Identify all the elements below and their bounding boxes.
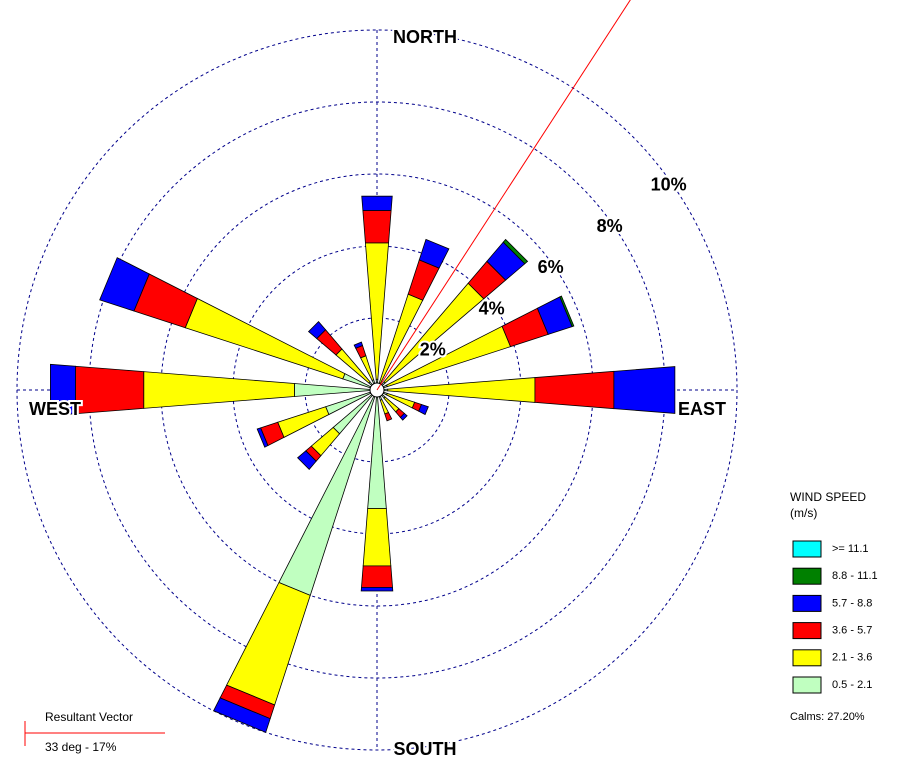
compass-label: NORTH xyxy=(393,27,457,47)
legend-swatch xyxy=(792,649,822,667)
legend-swatch xyxy=(792,567,822,585)
legend-swatch xyxy=(792,594,822,612)
petal-segment xyxy=(75,365,145,415)
petal-segment xyxy=(361,195,393,211)
resultant-vector xyxy=(376,0,631,391)
legend-label: >= 11.1 xyxy=(832,543,869,555)
resultant-label: 33 deg - 17% xyxy=(45,740,117,754)
resultant-title: Resultant Vector xyxy=(45,710,133,724)
ring-label: 2% xyxy=(420,340,446,360)
petal-segment xyxy=(362,508,392,567)
legend-title: WIND SPEED xyxy=(790,490,866,504)
ring-label: 8% xyxy=(597,216,623,236)
ring-label: 10% xyxy=(651,175,687,195)
legend-swatch xyxy=(792,540,822,558)
compass-label: EAST xyxy=(678,399,726,419)
legend-swatch xyxy=(792,676,822,694)
legend-label: 3.6 - 5.7 xyxy=(832,625,872,637)
petal-segment xyxy=(360,586,394,592)
legend-label: 5.7 - 8.8 xyxy=(832,597,872,609)
legend-label: 0.5 - 2.1 xyxy=(832,679,872,691)
ring-label: 4% xyxy=(479,298,505,318)
compass-label: WEST xyxy=(29,399,81,419)
ring-label: 6% xyxy=(538,257,564,277)
legend-unit: (m/s) xyxy=(790,506,817,520)
petal-segment xyxy=(534,370,615,410)
legend-swatch xyxy=(792,622,822,640)
legend-label: 2.1 - 3.6 xyxy=(832,652,872,664)
legend-label: 8.8 - 11.1 xyxy=(832,570,878,582)
calms-label: Calms: 27.20% xyxy=(790,711,865,723)
petal-segment xyxy=(362,210,392,244)
petal-segment xyxy=(361,565,393,588)
petal-segment xyxy=(50,363,76,417)
petal-segment xyxy=(613,366,676,414)
compass-label: SOUTH xyxy=(394,739,457,759)
